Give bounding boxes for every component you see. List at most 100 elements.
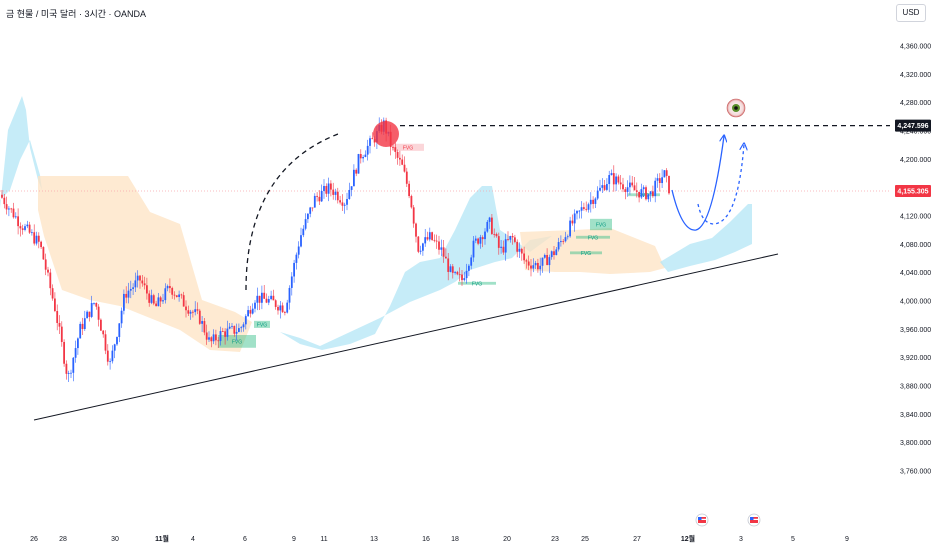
candle-body-down xyxy=(330,183,332,190)
ascending-trendline xyxy=(33,253,779,421)
candle-body-down xyxy=(491,217,493,234)
candle-body-down xyxy=(272,295,275,301)
candle-body-up xyxy=(656,178,659,181)
candle-body-up xyxy=(120,310,123,324)
time-axis-tick-label: 11 xyxy=(320,536,327,543)
candle-body-up xyxy=(297,246,300,255)
candle-body-down xyxy=(5,204,8,210)
candle-body-down xyxy=(88,311,91,317)
candle-body-up xyxy=(313,195,316,208)
candle-body-up xyxy=(31,232,33,234)
candle-body-down xyxy=(159,297,162,302)
candle-body-up xyxy=(472,240,475,258)
candle-body-down xyxy=(40,241,42,248)
time-axis-tick-label: 12월 xyxy=(681,534,695,543)
fvg-zone-layer: FVG FVG FVG FVG FVG FVG FVG FVG xyxy=(218,143,660,348)
price-tag-2 xyxy=(895,184,931,197)
candle-body-down xyxy=(284,312,286,313)
currency-button[interactable]: USD xyxy=(896,4,926,22)
candle-body-down xyxy=(624,189,627,192)
candle-body-up xyxy=(661,177,663,184)
ichimoku-cloud-5 xyxy=(660,204,752,272)
candle-body-up xyxy=(132,287,134,289)
candle-body-down xyxy=(274,300,277,307)
candle-body-up xyxy=(226,328,229,337)
candle-body-up xyxy=(302,228,305,236)
candle-body-down xyxy=(49,272,52,289)
drawing-layer xyxy=(245,98,761,527)
candle-body-down xyxy=(173,294,176,296)
candle-body-down xyxy=(392,147,394,148)
candle-body-up xyxy=(74,348,77,358)
candle-body-up xyxy=(35,235,38,244)
candle-body-down xyxy=(617,176,620,183)
price-axis-tick-label: 4,080.000 xyxy=(900,242,931,249)
candle-body-down xyxy=(410,196,413,208)
candle-body-down xyxy=(10,208,13,210)
candle-body-down xyxy=(1,194,3,198)
time-axis-tick-label: 5 xyxy=(791,536,795,543)
price-axis-tick-label: 4,240.000 xyxy=(900,129,931,136)
candle-body-up xyxy=(573,213,576,224)
candle-body-up xyxy=(454,271,456,273)
fvg-label: FVG xyxy=(581,251,591,257)
candle-body-down xyxy=(28,224,31,233)
candle-body-up xyxy=(208,337,210,340)
candle-body-down xyxy=(318,196,321,202)
price-axis-tick-label: 4,120.000 xyxy=(900,214,931,221)
time-axis-tick-label: 3 xyxy=(739,536,743,543)
candle-body-up xyxy=(240,327,243,329)
time-axis-tick-label: 23 xyxy=(551,536,559,543)
candle-body-up xyxy=(626,187,629,192)
candle-body-up xyxy=(8,208,10,210)
candle-body-down xyxy=(65,363,68,374)
candle-body-up xyxy=(555,249,558,256)
candle-body-up xyxy=(543,254,546,258)
candle-body-down xyxy=(458,274,461,276)
candle-body-down xyxy=(42,247,45,260)
candle-body-down xyxy=(562,241,565,242)
fvg-zone-4 xyxy=(458,281,496,285)
candle-body-up xyxy=(123,293,125,311)
price-axis[interactable]: 4,360.000 4,320.000 4,280.000 4,240.000 4,20… xyxy=(895,44,931,476)
candle-body-up xyxy=(286,302,289,313)
fvg-zone-3 xyxy=(392,143,424,151)
candle-body-down xyxy=(502,246,505,253)
fvg-label: FVG xyxy=(232,339,242,345)
candle-body-down xyxy=(175,295,178,298)
candle-body-up xyxy=(178,294,180,298)
top-highlight-circle xyxy=(373,121,399,147)
time-axis-tick-label: 20 xyxy=(503,536,511,543)
candle-body-down xyxy=(571,220,574,224)
candle-body-down xyxy=(3,197,6,205)
fvg-zone-2 xyxy=(254,320,270,328)
candle-body-up xyxy=(86,311,88,319)
time-axis-tick-label: 18 xyxy=(451,536,459,543)
price-axis-tick-label: 4,000.000 xyxy=(900,299,931,306)
us-flag-stripe-icon xyxy=(698,518,706,520)
time-axis-tick-label: 11월 xyxy=(155,534,169,543)
candle-body-down xyxy=(583,207,585,209)
candle-body-down xyxy=(198,310,201,324)
candle-body-up xyxy=(238,328,240,332)
candle-body-down xyxy=(339,200,341,203)
candle-body-up xyxy=(465,270,468,279)
candle-body-up xyxy=(109,361,111,363)
candle-body-down xyxy=(265,298,268,303)
candle-body-down xyxy=(143,283,146,286)
candle-body-up xyxy=(67,372,70,374)
candle-body-up xyxy=(219,331,222,342)
candle-body-up xyxy=(134,280,137,288)
candle-body-up xyxy=(129,288,132,291)
candle-body-down xyxy=(19,226,22,229)
candle-body-down xyxy=(497,236,500,248)
candle-body-up xyxy=(70,372,72,374)
time-axis[interactable]: 26 28 30 11월 4 6 9 11 13 16 18 20 23 25 27 12월 3 5 9 xyxy=(30,534,849,543)
candle-body-down xyxy=(399,157,401,160)
candle-body-up xyxy=(419,250,422,252)
candle-body-down xyxy=(426,237,429,240)
candle-body-up xyxy=(649,191,652,195)
candle-body-up xyxy=(150,295,153,303)
candle-body-up xyxy=(307,213,309,220)
